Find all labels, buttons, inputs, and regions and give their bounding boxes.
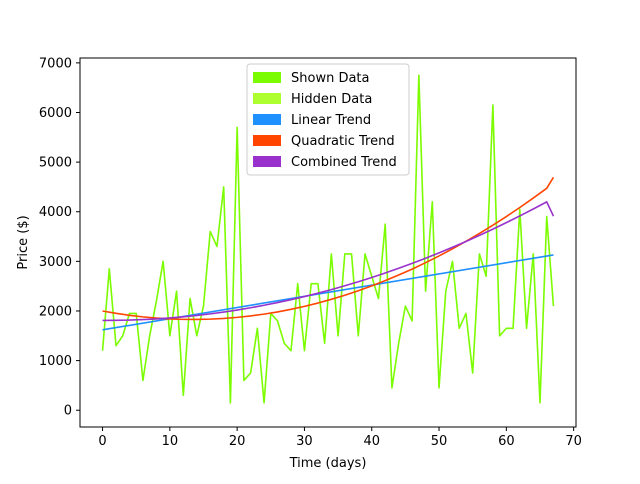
legend-swatch <box>253 156 281 167</box>
x-tick-label: 60 <box>498 434 515 449</box>
legend: Shown Data Hidden Data Linear Trend Quadrat… <box>246 63 410 176</box>
x-tick-label: 50 <box>431 434 448 449</box>
y-tick-label: 4000 <box>39 205 72 220</box>
y-axis: 0 1000 2000 3000 4000 5000 6000 7000 <box>39 56 80 419</box>
series-layer <box>101 74 555 404</box>
legend-label: Linear Trend <box>291 113 371 128</box>
x-tick-label: 70 <box>565 434 582 449</box>
y-tick-label: 1000 <box>39 354 72 369</box>
legend-swatch <box>253 93 281 104</box>
x-tick-label: 40 <box>363 434 380 449</box>
legend-swatch <box>253 114 281 125</box>
y-axis-label: Price ($) <box>16 215 31 269</box>
y-tick-label: 7000 <box>39 56 72 71</box>
y-tick-label: 6000 <box>39 106 72 121</box>
x-tick-label: 10 <box>162 434 179 449</box>
y-tick-label: 5000 <box>39 156 72 171</box>
legend-label: Shown Data <box>291 71 370 86</box>
legend-swatch <box>253 72 281 83</box>
legend-label: Hidden Data <box>291 92 372 107</box>
series-line-quadratic-trend <box>102 176 555 321</box>
x-tick-label: 0 <box>98 434 106 449</box>
x-tick-label: 20 <box>229 434 246 449</box>
y-tick-label: 3000 <box>39 255 72 270</box>
legend-box <box>246 63 410 176</box>
y-tick-label: 2000 <box>39 304 72 319</box>
plot-frame <box>79 57 577 428</box>
legend-label: Combined Trend <box>291 155 397 170</box>
x-tick-label: 30 <box>296 434 313 449</box>
legend-label: Quadratic Trend <box>291 134 395 149</box>
y-tick-label: 0 <box>64 404 72 419</box>
legend-swatch <box>253 135 281 146</box>
series-line-combined-trend <box>102 201 555 322</box>
series-line-shown-data <box>101 74 555 404</box>
x-axis: 0 10 20 30 40 50 60 70 <box>98 427 582 449</box>
x-axis-label: Time (days) <box>289 456 367 471</box>
